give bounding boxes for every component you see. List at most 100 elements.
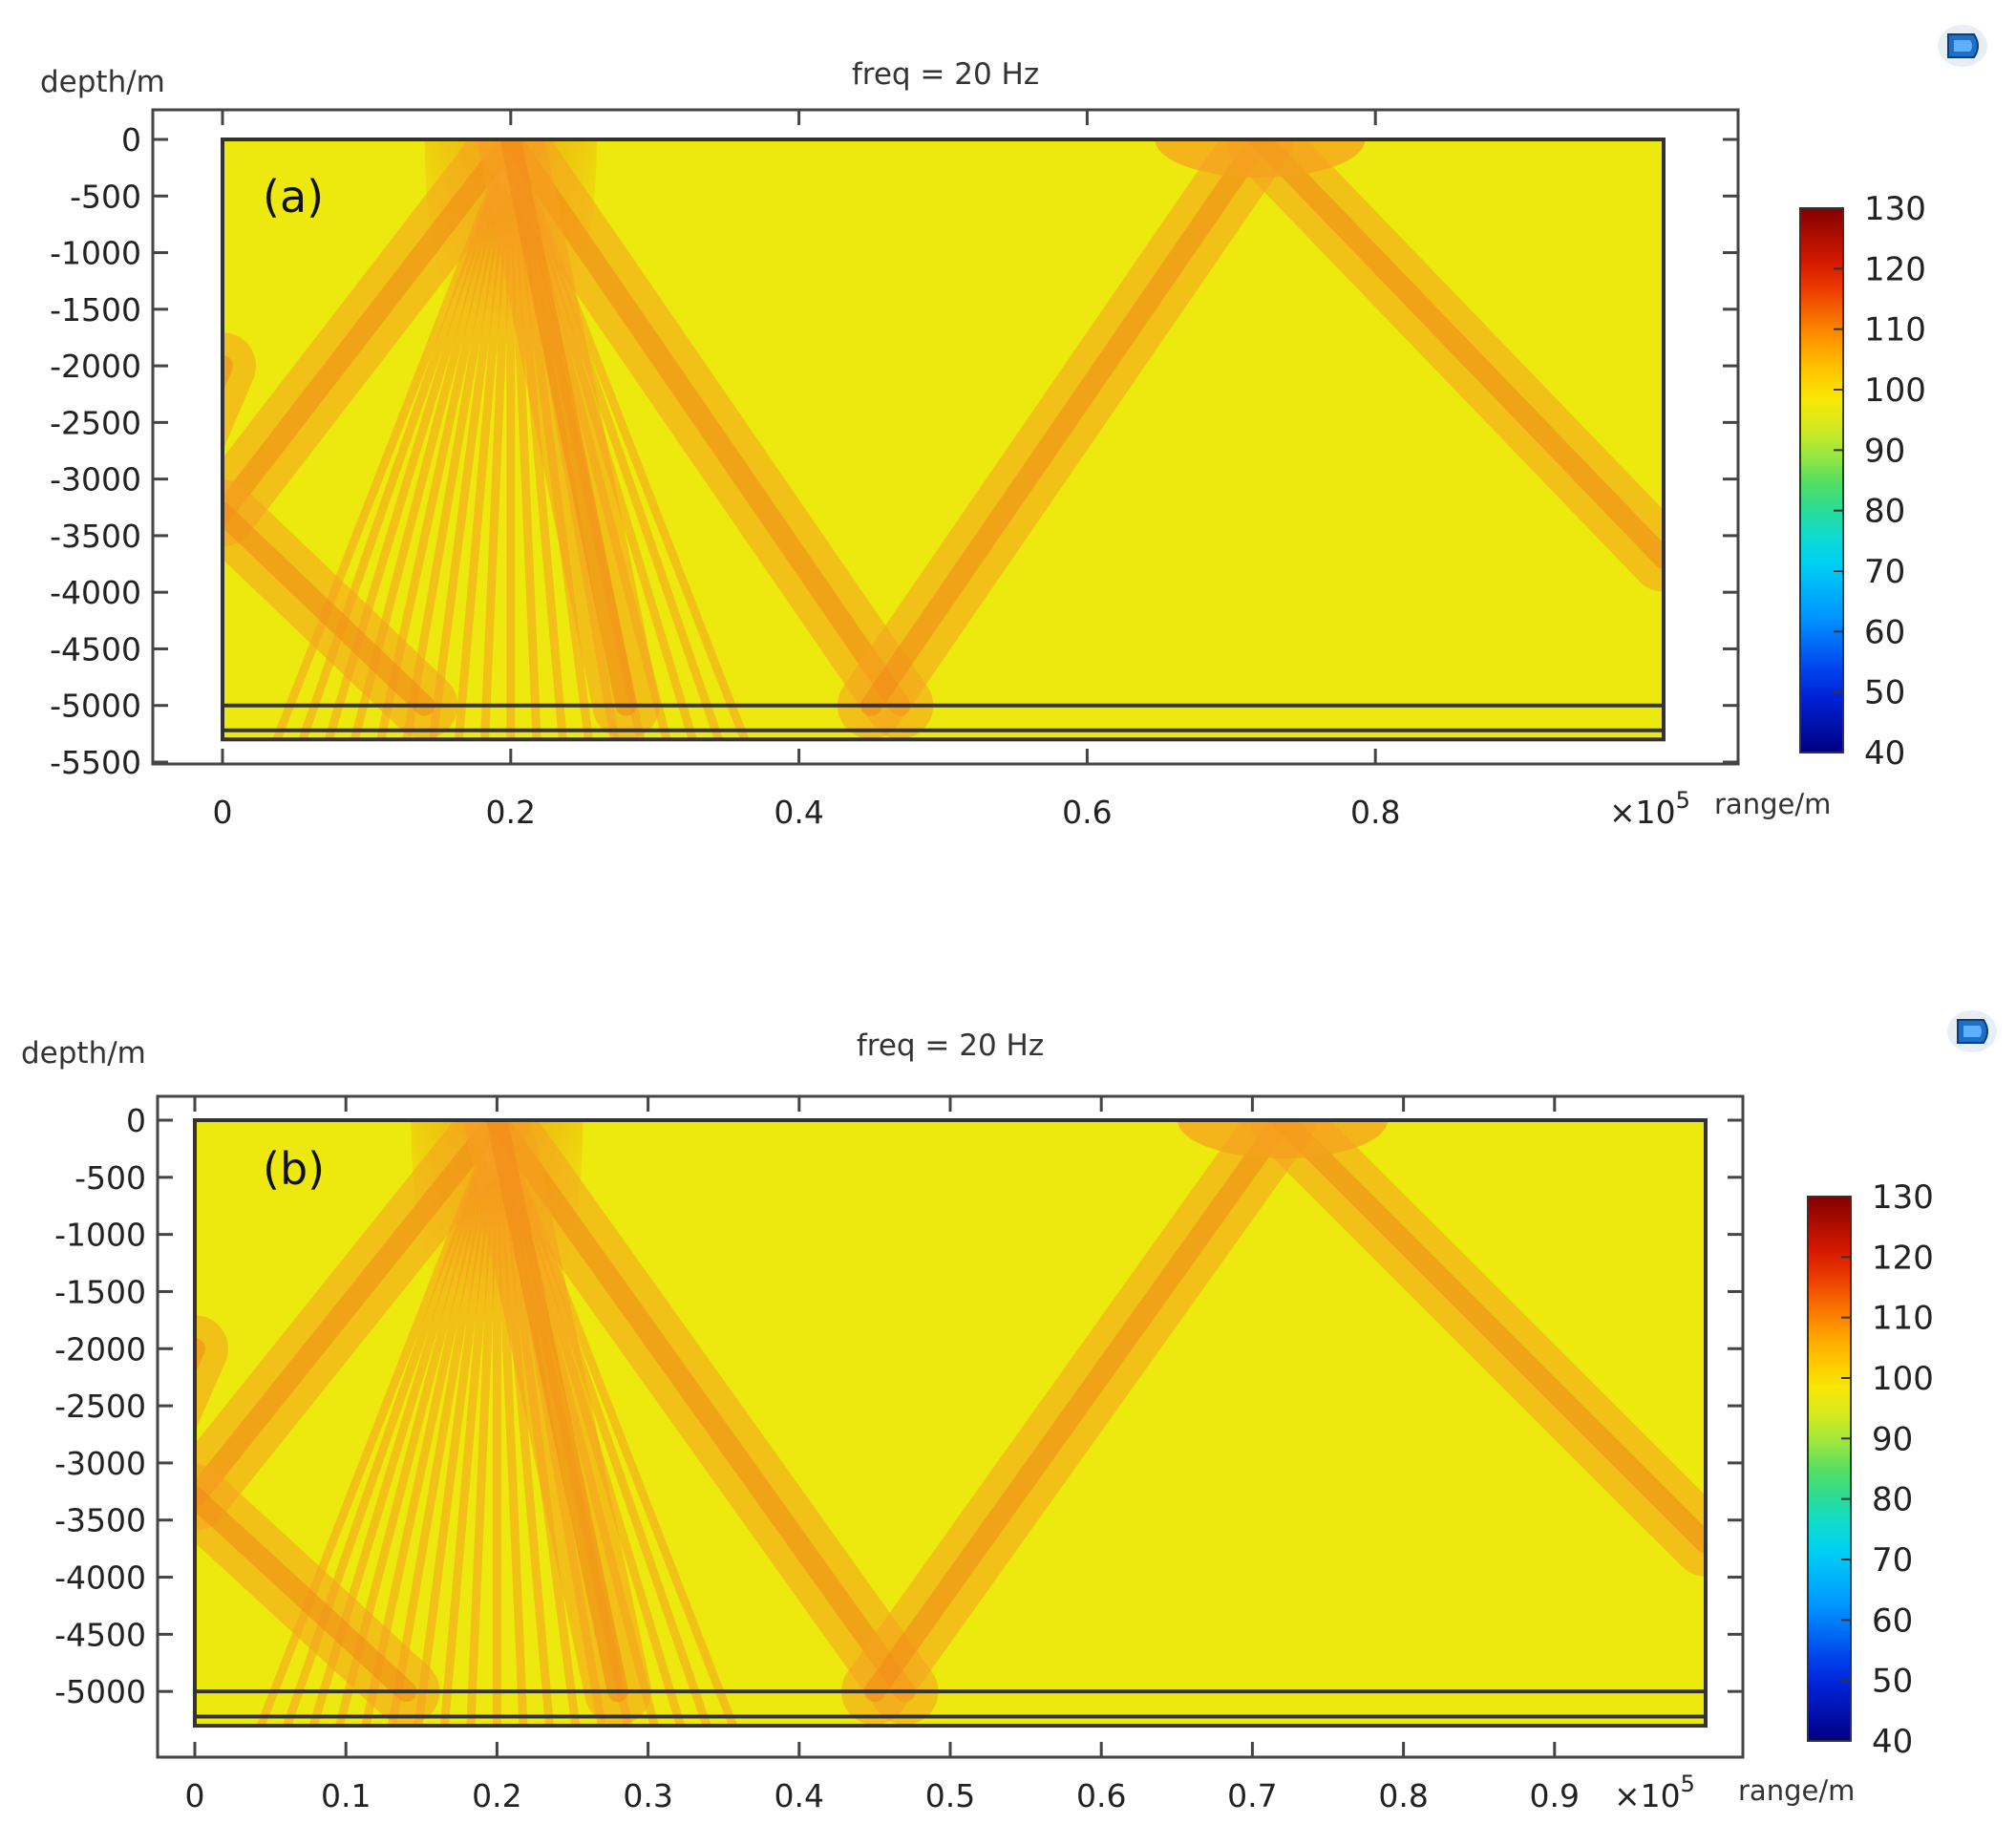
- chart-title: freq = 20 Hz: [857, 1029, 1044, 1063]
- colorbar-gradient: [1799, 207, 1844, 753]
- colorbar-tick-label: 70: [1864, 553, 1905, 591]
- y-axis: 0 -500 -1000 -1500 -2000 -2500 -3000 -3500 -4000…: [54, 1102, 1743, 1710]
- x-multiplier-base: ×10: [1614, 1777, 1681, 1814]
- colorbar-tick-label: 90: [1872, 1420, 1913, 1458]
- x-multiplier-exponent: 5: [1681, 1771, 1695, 1797]
- colorbar-tick-label: 80: [1864, 493, 1905, 531]
- chart-panel-a: 0 -500 -1000 -1500 -2000 -2500 -3000 -3500 -4000…: [40, 25, 1987, 831]
- x-tick-label: 0.1: [321, 1777, 371, 1814]
- colorbar-tick-label: 60: [1864, 613, 1905, 651]
- beam-core: [863, 1120, 1294, 1703]
- surface-focus: [1178, 1120, 1389, 1158]
- colorbar-tick-label: 70: [1872, 1541, 1913, 1580]
- beam-core: [860, 139, 1271, 716]
- colorbar-tick-label: 120: [1872, 1239, 1934, 1277]
- beam-core: [195, 1486, 417, 1703]
- colorbar: 130 120 110 100 90 80 70 60 50 40: [1807, 1178, 1934, 1761]
- y-tick-label: -1000: [50, 235, 141, 272]
- beam-core: [223, 502, 435, 716]
- x-tick-label: 0: [213, 794, 233, 831]
- comsol-logo-icon: [1938, 25, 1987, 67]
- comsol-logo-icon: [1947, 1010, 1997, 1052]
- y-tick-label: -3500: [54, 1502, 146, 1539]
- x-multiplier: ×105: [1609, 787, 1690, 831]
- y-tick-label: -4500: [50, 630, 141, 668]
- beam-core: [195, 1120, 508, 1508]
- beam-core: [499, 139, 911, 716]
- x-tick-label: 0.2: [472, 1777, 521, 1814]
- y-tick-label: -3500: [50, 518, 141, 555]
- beam-group: [195, 1120, 1706, 1726]
- x-tick-label: 0.6: [1076, 1777, 1126, 1814]
- x-tick-label: 0.8: [1378, 1777, 1428, 1814]
- x-axis: 0 0.1 0.2 0.3 0.4 0.5 0.6 0.7 0.8 0.9 ×105: [185, 1096, 1695, 1814]
- beam-core: [486, 1120, 628, 1703]
- x-tick-label: 0.5: [925, 1777, 975, 1814]
- beam-core: [1272, 1120, 1706, 1554]
- x-tick-label: 0.3: [623, 1777, 672, 1814]
- heatmap-field: [223, 139, 1664, 740]
- y-tick-label: 0: [126, 1102, 146, 1139]
- y-tick-label: -1000: [54, 1217, 146, 1254]
- beam-core: [223, 139, 521, 524]
- beam-core: [499, 139, 637, 716]
- x-axis-label: range/m: [1714, 788, 1831, 820]
- y-tick-label: -1500: [50, 291, 141, 329]
- chart-panel-b: 0 -500 -1000 -1500 -2000 -2500 -3000 -3500 -4000…: [21, 1010, 1997, 1814]
- y-tick-label: -5000: [50, 688, 141, 725]
- y-tick-label: -4000: [50, 574, 141, 611]
- colorbar-tick-label: 50: [1864, 674, 1905, 712]
- colorbar-tick-label: 80: [1872, 1481, 1913, 1519]
- x-axis: 0 0.2 0.4 0.6 0.8 ×105: [213, 110, 1690, 831]
- colorbar-tick-label: 130: [1872, 1178, 1934, 1217]
- chart-title: freq = 20 Hz: [852, 57, 1039, 92]
- x-tick-label: 0.6: [1062, 794, 1112, 831]
- y-tick-label: -1500: [54, 1273, 146, 1310]
- y-axis: 0 -500 -1000 -1500 -2000 -2500 -3000 -3500 -4000…: [50, 121, 1738, 781]
- x-multiplier-base: ×10: [1609, 794, 1676, 831]
- colorbar-tick-label: 100: [1864, 371, 1926, 410]
- domain-border: [193, 1118, 1708, 1729]
- y-tick-label: 0: [121, 121, 141, 159]
- x-multiplier: ×105: [1614, 1771, 1695, 1814]
- domain-border: [221, 138, 1666, 742]
- colorbar: 130 120 110 100 90 80 70 60 50 40: [1799, 190, 1926, 773]
- beam-group: [223, 139, 1664, 739]
- surface-focus: [1155, 139, 1366, 178]
- y-tick-label: -2500: [54, 1388, 146, 1425]
- panel-label: (a): [263, 171, 324, 223]
- colorbar-tick-label: 90: [1864, 432, 1905, 470]
- x-tick-label: 0.2: [486, 794, 536, 831]
- y-axis-label: depth/m: [40, 65, 165, 99]
- x-axis-label: range/m: [1738, 1774, 1855, 1807]
- y-tick-label: -3000: [54, 1445, 146, 1482]
- y-tick-label: -3000: [50, 461, 141, 498]
- y-tick-label: -2000: [54, 1330, 146, 1368]
- y-axis-label: depth/m: [21, 1036, 146, 1071]
- x-tick-label: 0.7: [1227, 1777, 1277, 1814]
- colorbar-tick-label: 110: [1864, 311, 1926, 350]
- y-tick-label: -500: [70, 178, 141, 215]
- logo-inner: [1963, 1026, 1982, 1037]
- x-tick-label: 0.4: [774, 794, 823, 831]
- colorbar-tick-label: 40: [1864, 734, 1905, 773]
- y-tick-label: -5000: [54, 1673, 146, 1710]
- colorbar-gradient: [1807, 1196, 1852, 1742]
- y-tick-label: -2500: [50, 404, 141, 441]
- beam-core: [1249, 139, 1664, 569]
- panel-label: (b): [263, 1143, 325, 1195]
- logo-inner: [1954, 40, 1972, 52]
- x-tick-label: 0.4: [775, 1777, 824, 1814]
- colorbar-tick-label: 130: [1864, 190, 1926, 228]
- colorbar-tick-label: 120: [1864, 250, 1926, 288]
- y-tick-label: -2000: [50, 348, 141, 385]
- heatmap-field: [195, 1120, 1706, 1727]
- beam-core: [486, 1120, 916, 1703]
- x-tick-label: 0: [185, 1777, 205, 1814]
- colorbar-tick-label: 110: [1872, 1300, 1934, 1338]
- colorbar-tick-label: 60: [1872, 1601, 1913, 1640]
- x-tick-label: 0.9: [1530, 1777, 1580, 1814]
- colorbar-tick-label: 50: [1872, 1663, 1913, 1701]
- colorbar-tick-label: 40: [1872, 1723, 1913, 1761]
- x-tick-label: 0.8: [1350, 794, 1400, 831]
